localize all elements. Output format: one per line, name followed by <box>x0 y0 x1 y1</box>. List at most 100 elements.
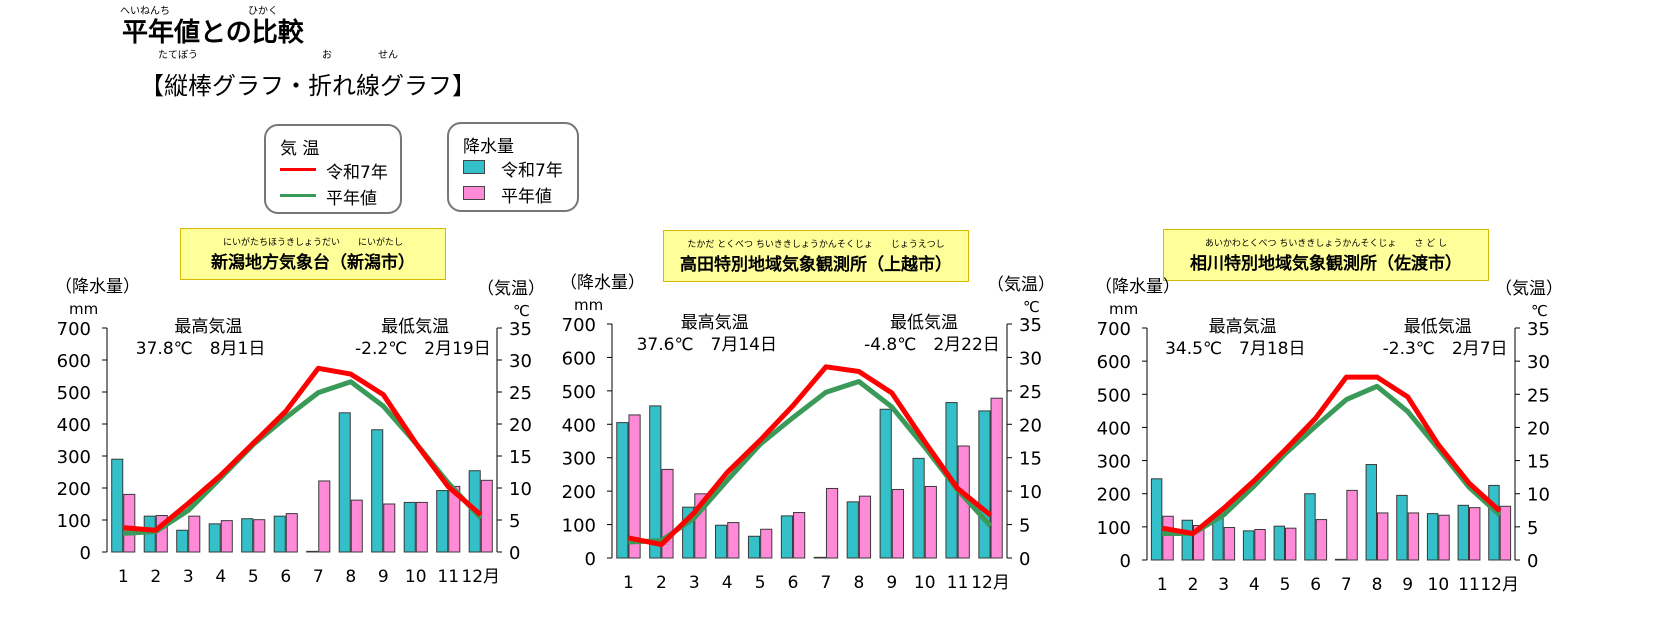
right-tick-label: 10 <box>1019 482 1042 503</box>
chart-plot-group: 010020030040050060070005101520253035（降水量… <box>1095 277 1563 595</box>
legend-temp-normal-swatch <box>280 194 316 197</box>
precip-2025-bar <box>306 550 319 553</box>
page-title: 平年値との比較 <box>122 18 304 48</box>
left-tick-label: 100 <box>1097 518 1131 539</box>
max-temp-label: 最高気温 <box>1209 317 1277 337</box>
precip-2025-bar <box>747 535 761 559</box>
precip-2025-bar <box>780 515 794 559</box>
chart-plot-group: 010020030040050060070005101520253035（降水量… <box>55 277 545 587</box>
precip-2025-bar <box>111 458 124 553</box>
precip-normal-bar <box>793 512 806 559</box>
x-category-label: 7 <box>1341 575 1352 595</box>
climate-chart-takada: 010020030040050060070005101520253035（降水量… <box>560 273 1055 593</box>
legend-precipitation-title: 降水量 <box>463 137 514 157</box>
precip-2025-bar <box>176 529 189 553</box>
precip-2025-bar <box>649 405 662 559</box>
left-axis-label: （降水量） <box>1095 277 1180 297</box>
x-category-label: 2 <box>1188 575 1199 595</box>
x-category-label: 3 <box>689 573 700 593</box>
station-label-takada: たかだ とくべつ ちいききしょうかんそくじょ じょうえつし 高田特別地域気象観測… <box>663 230 969 282</box>
x-category-label: 10 <box>405 567 427 587</box>
station-label-aikawa: あいかわとくべつ ちいききしょうかんそくじょ さ ど し 相川特別地域気象観測所… <box>1163 229 1489 281</box>
precip-normal-bar <box>1407 512 1420 561</box>
precip-2025-bar <box>1181 519 1194 561</box>
precip-normal-bar <box>628 414 641 559</box>
title-ruby-1: へいねんち <box>120 6 170 17</box>
x-category-label: 11 <box>437 567 459 587</box>
left-tick-label: 300 <box>57 447 91 468</box>
precip-2025-bar <box>208 523 221 553</box>
precip-2025-bar <box>1334 558 1347 561</box>
legend-temp-2025-label: 令和7年 <box>326 163 388 183</box>
right-tick-label: 20 <box>509 415 532 436</box>
min-temp-value: -2.3℃ 2月7日 <box>1383 339 1508 359</box>
precip-2025-bar <box>403 501 416 553</box>
right-tick-label: 25 <box>1019 382 1042 403</box>
precip-normal-bar <box>285 513 298 553</box>
station-name-takada: 高田特別地域気象観測所（上越市） <box>680 255 952 275</box>
x-category-label: 1 <box>118 567 129 587</box>
station-ruby-takada: たかだ とくべつ ちいききしょうかんそくじょ じょうえつし <box>687 240 945 250</box>
min-temp-label: 最低気温 <box>890 313 958 333</box>
precip-normal-bar <box>858 495 872 559</box>
right-tick-label: 30 <box>509 351 532 372</box>
x-category-label: 7 <box>313 567 324 587</box>
precip-2025-bar <box>978 410 991 559</box>
min-temp-label: 最低気温 <box>381 317 449 337</box>
left-tick-label: 400 <box>57 415 91 436</box>
max-temp-value: 34.5℃ 7月18日 <box>1165 339 1305 359</box>
x-category-label: 1 <box>1157 575 1168 595</box>
precip-normal-bar <box>1254 529 1266 561</box>
precip-2025-bar <box>1304 493 1316 561</box>
x-category-label: 12月 <box>461 567 500 587</box>
x-category-label: 3 <box>183 567 194 587</box>
precip-normal-bar <box>253 519 266 553</box>
precip-2025-bar <box>338 412 351 553</box>
min-temp-value: -4.8℃ 2月22日 <box>864 335 1000 355</box>
temp-2025-line <box>1161 374 1502 536</box>
left-tick-label: 100 <box>57 511 91 532</box>
left-tick-label: 600 <box>57 351 91 372</box>
precip-2025-bar <box>241 518 254 553</box>
right-tick-label: 20 <box>1019 415 1042 436</box>
precip-2025-bar <box>616 422 629 559</box>
x-category-label: 5 <box>1280 575 1291 595</box>
left-tick-label: 600 <box>562 348 596 369</box>
max-temp-label: 最高気温 <box>681 313 749 333</box>
right-tick-label: 35 <box>1527 319 1550 340</box>
precip-normal-bar <box>480 479 493 553</box>
subtitle-ruby-1: たてぼう <box>158 50 198 61</box>
precip-normal-bar <box>318 480 331 553</box>
x-category-label: 6 <box>280 567 291 587</box>
right-axis-unit: ℃ <box>513 302 530 320</box>
max-temp-value: 37.8℃ 8月1日 <box>136 339 266 359</box>
x-category-label: 6 <box>788 573 799 593</box>
legend-temperature: 気 温 令和7年 平年値 <box>264 124 402 214</box>
precip-normal-bar <box>188 515 201 553</box>
left-tick-label: 400 <box>562 415 596 436</box>
precip-2025-bar <box>371 429 384 553</box>
x-category-label: 6 <box>1310 575 1321 595</box>
left-tick-label: 500 <box>1097 385 1131 406</box>
climate-chart-aikawa: 010020030040050060070005101520253035（降水量… <box>1095 277 1563 595</box>
precip-2025-bar <box>1365 464 1378 561</box>
left-tick-label: 700 <box>562 315 596 336</box>
right-tick-label: 10 <box>509 479 532 500</box>
left-tick-label: 700 <box>1097 319 1131 340</box>
x-category-label: 9 <box>378 567 389 587</box>
title-ruby-2: ひかく <box>248 6 278 17</box>
right-tick-label: 25 <box>509 383 532 404</box>
x-category-label: 10 <box>1428 575 1450 595</box>
temp-normal-line <box>628 379 993 545</box>
right-tick-label: 30 <box>1527 352 1550 373</box>
right-tick-label: 0 <box>509 543 520 564</box>
right-tick-label: 35 <box>509 319 532 340</box>
left-tick-label: 0 <box>1120 551 1131 572</box>
x-category-label: 1 <box>623 573 634 593</box>
legend-precipitation: 降水量 令和7年 平年値 <box>447 122 579 212</box>
min-temp-value: -2.2℃ 2月19日 <box>355 339 491 359</box>
precip-normal-bar <box>415 501 428 553</box>
x-category-label: 11 <box>1458 575 1480 595</box>
precip-2025-bar <box>1396 494 1408 561</box>
precip-2025-bar <box>1273 525 1286 561</box>
